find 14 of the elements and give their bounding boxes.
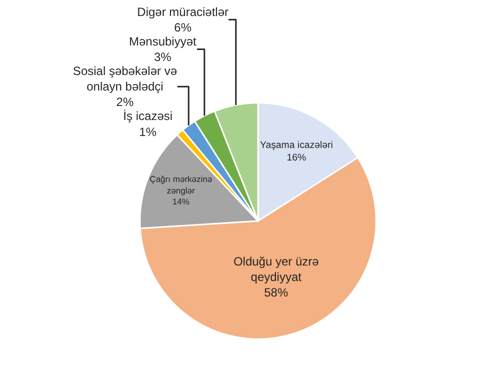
data-label: 16% — [286, 152, 307, 164]
data-label: 6% — [174, 20, 192, 34]
slice-label: Digər müraciətlər — [137, 4, 229, 19]
slice-label: Sosial şəbəkələr və onlayn bələdçi — [72, 64, 178, 94]
data-label: 1% — [139, 124, 157, 139]
slice-label: Çağrı mərkəzinə zənglər — [150, 174, 212, 196]
data-label: 3% — [154, 50, 172, 64]
slice-label: Yaşama icazələri — [260, 140, 333, 152]
slice-label: İş icazəsi — [123, 109, 173, 124]
slice-label: Olduğu yer üzrə qeydiyyat — [233, 254, 320, 284]
data-label: 58% — [264, 286, 288, 300]
data-label: 14% — [172, 196, 190, 206]
slice-label: Mənsubiyyət — [128, 34, 198, 48]
data-label: 2% — [116, 95, 134, 110]
